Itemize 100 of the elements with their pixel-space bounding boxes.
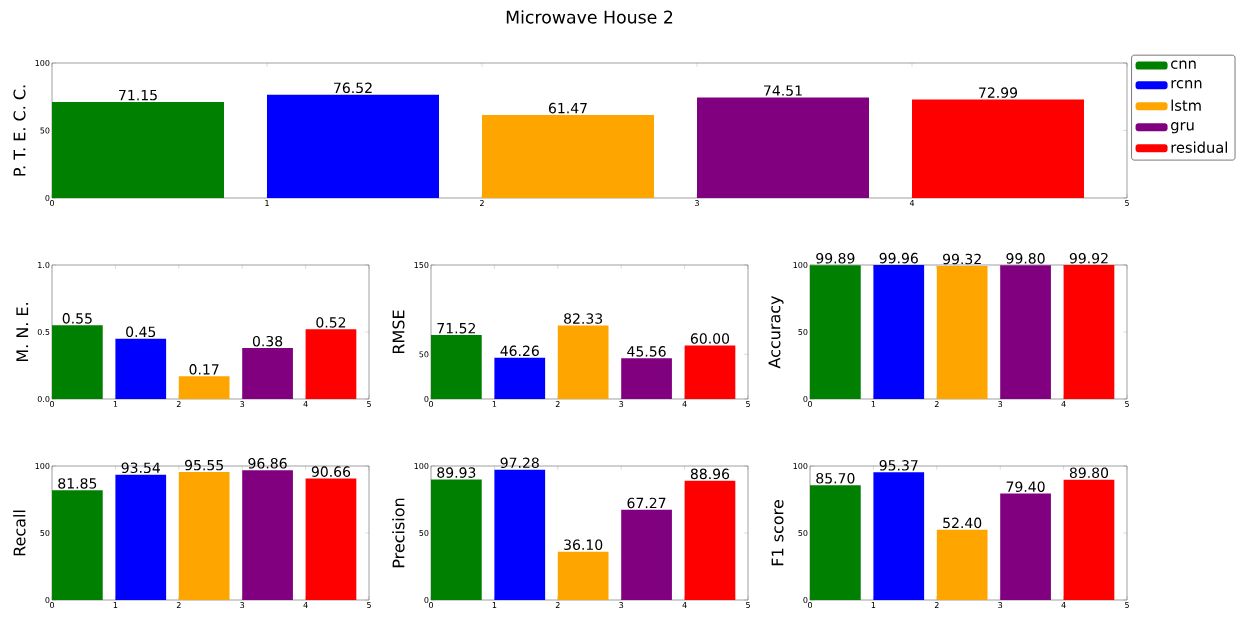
data-label: 82.33 [564,313,603,324]
y-axis-title: P. T. E. C. C. [13,85,26,176]
bar [242,470,293,600]
x-tick-label: 5 [1125,602,1129,608]
data-label: 95.55 [185,459,223,471]
x-tick-label: 4 [1061,401,1066,407]
data-label: 36.10 [564,539,603,551]
y-axis-title: RMSE [392,310,405,354]
x-tick-label: 1 [492,401,497,407]
data-label: 99.89 [816,252,855,264]
y-tick-label: 100 [35,59,50,67]
y-tick-label: 150 [414,261,429,269]
x-tick-label: 1 [265,200,269,206]
bar [494,357,546,399]
y-tick-label: 50 [40,529,50,537]
y-axis-title: Recall [13,510,26,556]
x-tick-label: 3 [240,401,245,408]
x-tick-label: 1 [492,602,497,608]
legend-label: lstm [1171,99,1201,111]
data-label: 0.17 [189,364,219,375]
data-label: 88.96 [690,468,730,480]
y-tick-label: 0.0 [37,395,50,403]
legend-label: rcnn [1171,80,1202,89]
bar [1000,493,1051,600]
y-tick-label: 100 [793,462,808,470]
bar [621,509,672,600]
x-tick-label: 2 [934,401,939,407]
y-tick-label: 50 [419,351,429,358]
chart-title: Microwave House 2 [506,10,673,24]
data-label: 74.51 [764,85,802,96]
x-tick-label: 5 [746,401,750,407]
data-label: 93.54 [121,462,161,474]
x-tick-label: 1 [113,602,118,608]
x-tick-label: 5 [367,401,371,407]
x-tick-label: 2 [934,602,939,608]
x-tick-label: 5 [1125,401,1129,407]
x-tick-label: 4 [303,602,308,608]
x-tick-label: 3 [240,602,245,609]
bar [810,485,861,600]
bar [684,480,736,600]
y-axis-title: F1 score [771,500,784,566]
x-tick-label: 3 [619,602,624,609]
data-label: 95.37 [879,460,918,471]
y-tick-label: 50 [798,529,808,537]
data-label: 99.80 [1006,253,1045,264]
bar [305,329,357,399]
data-label: 60.00 [690,333,730,344]
x-tick-label: 1 [871,401,876,407]
x-tick-label: 1 [871,602,876,608]
y-tick-label: 50 [40,127,50,134]
y-tick-label: 1.0 [38,261,50,269]
bar [52,325,103,399]
x-tick-label: 4 [909,200,915,206]
bar [621,358,672,399]
data-label: 85.70 [816,472,855,484]
bar [557,551,609,600]
data-label: 0.52 [316,317,346,328]
x-tick-label: 4 [682,602,687,608]
x-tick-label: 4 [303,401,308,407]
bar [1063,479,1115,600]
data-label: 67.27 [627,497,666,509]
x-tick-label: 4 [1061,602,1066,608]
x-tick-label: 3 [695,200,699,207]
x-tick-label: 2 [555,602,560,608]
y-axis-title: Accuracy [768,295,784,369]
data-label: 99.92 [1069,252,1108,264]
legend-label: cnn [1171,60,1196,69]
x-tick-label: 2 [176,602,181,608]
bar [494,469,546,600]
bar [936,529,988,600]
data-label: 89.93 [437,467,476,478]
bar [178,471,230,600]
data-label: 89.80 [1069,467,1109,479]
data-label: 46.26 [500,345,539,357]
bar [242,348,293,399]
x-tick-label: 3 [998,401,1003,408]
x-tick-label: 3 [619,401,624,408]
bar [431,479,482,600]
data-label: 90.66 [311,466,351,477]
y-tick-label: 100 [414,462,429,470]
y-tick-label: 50 [798,328,808,336]
x-tick-label: 5 [367,602,371,608]
x-tick-label: 2 [480,200,484,206]
bar [684,345,736,399]
data-label: 96.86 [248,458,287,469]
y-axis-title: Precision [392,498,405,568]
data-label: 71.52 [437,322,475,334]
bar [52,490,103,600]
y-tick-label: 50 [419,529,429,537]
x-tick-label: 3 [998,602,1003,609]
data-label: 0.45 [126,326,156,338]
data-label: 97.28 [500,457,539,469]
x-tick-label: 2 [176,401,181,407]
x-tick-label: 4 [682,401,687,407]
bar [557,325,609,399]
y-tick-label: 100 [35,462,50,470]
bar [431,335,482,399]
data-label: 81.85 [58,478,97,489]
bar [178,376,230,399]
y-tick-label: 100 [793,261,808,269]
